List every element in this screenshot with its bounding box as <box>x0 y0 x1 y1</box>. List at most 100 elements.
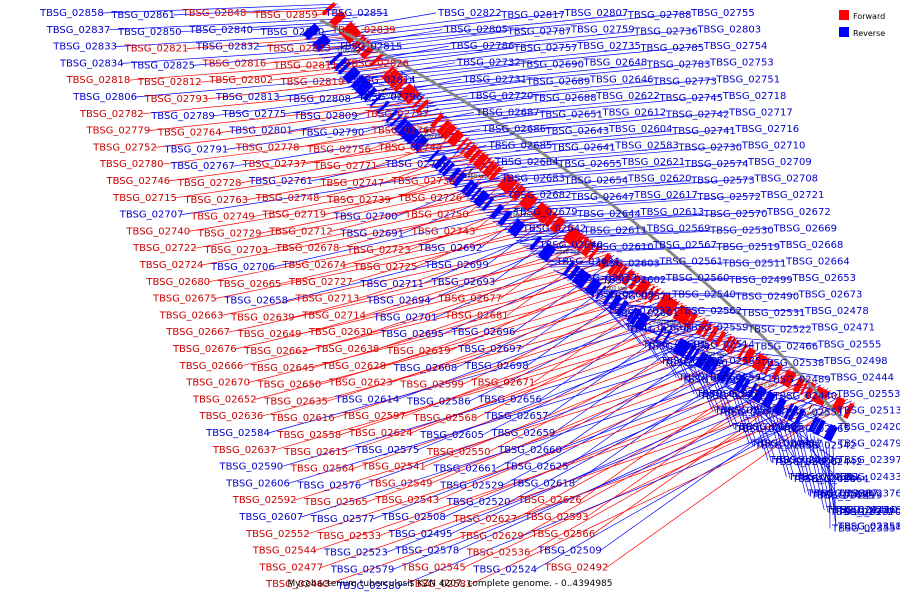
gene-label[interactable]: TBSG_02711 <box>359 279 424 290</box>
gene-label[interactable]: TBSG_02685 <box>488 141 553 152</box>
gene-label[interactable]: TBSG_02555 <box>817 339 882 350</box>
gene-label[interactable]: TBSG_02753 <box>709 58 774 69</box>
gene-label[interactable]: TBSG_02775 <box>222 109 287 120</box>
gene-label[interactable]: TBSG_02807 <box>564 8 629 19</box>
gene-label[interactable]: TBSG_02433 <box>837 472 900 483</box>
gene-label[interactable]: TBSG_02608 <box>393 363 458 374</box>
gene-label[interactable]: TBSG_02825 <box>130 60 195 71</box>
gene-label[interactable]: TBSG_02571 <box>608 292 673 303</box>
gene-label[interactable]: TBSG_02731 <box>462 74 527 85</box>
gene-label[interactable]: TBSG_02464 <box>804 474 869 485</box>
gene-label[interactable]: TBSG_02701 <box>373 312 438 323</box>
gene-label[interactable]: TBSG_02532 <box>703 372 768 383</box>
gene-label[interactable]: TBSG_02355 <box>831 523 896 534</box>
gene-label[interactable]: TBSG_02543 <box>374 495 439 506</box>
gene-label[interactable]: TBSG_02808 <box>286 94 351 105</box>
gene-label[interactable]: TBSG_02460 <box>663 358 728 369</box>
gene-label[interactable]: TBSG_02662 <box>243 346 308 357</box>
gene-label[interactable]: TBSG_02722 <box>132 243 197 254</box>
gene-label[interactable]: TBSG_02505 <box>739 422 804 433</box>
gene-label[interactable]: TBSG_02430 <box>735 424 800 435</box>
gene-label[interactable]: TBSG_02680 <box>145 277 210 288</box>
gene-label[interactable]: TBSG_02453 <box>754 441 819 452</box>
gene-label[interactable]: TBSG_02656 <box>477 394 542 405</box>
gene-label[interactable]: TBSG_02646 <box>589 74 654 85</box>
gene-label[interactable]: TBSG_02508 <box>381 512 446 523</box>
gene-label[interactable]: TBSG_02723 <box>346 245 411 256</box>
gene-label[interactable]: TBSG_02695 <box>379 329 444 340</box>
gene-label[interactable]: TBSG_02693 <box>431 277 496 288</box>
gene-label[interactable]: TBSG_02449 <box>769 455 834 466</box>
gene-label[interactable]: TBSG_02488 <box>750 439 815 450</box>
gene-label[interactable]: TBSG_02717 <box>728 107 793 118</box>
gene-label[interactable]: TBSG_02511 <box>722 258 787 269</box>
gene-label[interactable]: TBSG_02593 <box>524 512 589 523</box>
gene-label[interactable]: TBSG_02780 <box>99 159 164 170</box>
gene-label[interactable]: TBSG_02492 <box>544 562 609 573</box>
gene-label[interactable]: TBSG_02533 <box>316 531 381 542</box>
gene-label[interactable]: TBSG_02612 <box>602 107 667 118</box>
gene-label[interactable]: TBSG_02601 <box>614 308 679 319</box>
gene-label[interactable]: TBSG_02513 <box>837 406 900 417</box>
gene-label[interactable]: TBSG_02438 <box>791 474 856 485</box>
gene-label[interactable]: TBSG_02606 <box>225 478 290 489</box>
gene-label[interactable]: TBSG_02628 <box>321 361 386 372</box>
gene-label[interactable]: TBSG_02620 <box>627 174 692 185</box>
gene-label[interactable]: TBSG_02442 <box>798 457 863 468</box>
gene-label[interactable]: TBSG_02688 <box>532 93 597 104</box>
gene-label[interactable]: TBSG_02691 <box>339 228 404 239</box>
gene-label[interactable]: TBSG_02618 <box>510 478 575 489</box>
gene-label[interactable]: TBSG_02649 <box>237 329 302 340</box>
gene-label[interactable]: TBSG_02699 <box>424 260 489 271</box>
gene-label[interactable]: TBSG_02580 <box>336 581 401 592</box>
gene-label[interactable]: TBSG_02690 <box>519 60 584 71</box>
gene-label[interactable]: TBSG_02495 <box>388 529 453 540</box>
gene-label[interactable]: TBSG_02653 <box>791 273 856 284</box>
gene-label[interactable]: TBSG_02358 <box>837 521 900 532</box>
gene-label[interactable]: TBSG_02729 <box>197 228 262 239</box>
gene-label[interactable]: TBSG_02749 <box>190 212 255 223</box>
gene-label[interactable]: TBSG_02610 <box>589 242 654 253</box>
gene-label[interactable]: TBSG_02577 <box>310 514 375 525</box>
gene-label[interactable]: TBSG_02501 <box>659 356 724 367</box>
gene-label[interactable]: TBSG_02700 <box>333 212 398 223</box>
gene-label[interactable]: TBSG_02523 <box>323 548 388 559</box>
gene-label[interactable]: TBSG_02848 <box>182 8 247 19</box>
gene-label[interactable]: TBSG_02726 <box>397 193 462 204</box>
gene-label[interactable]: TBSG_02694 <box>366 296 431 307</box>
gene-label[interactable]: TBSG_02724 <box>139 260 204 271</box>
gene-label[interactable]: TBSG_02644 <box>576 209 641 220</box>
gene-label[interactable]: TBSG_02748 <box>255 193 320 204</box>
gene-label[interactable]: TBSG_02630 <box>308 327 373 338</box>
gene-label[interactable]: TBSG_02719 <box>261 210 326 221</box>
gene-label[interactable]: TBSG_02650 <box>257 380 322 391</box>
gene-label[interactable]: TBSG_02530 <box>709 225 774 236</box>
gene-label[interactable]: TBSG_02471 <box>810 323 875 334</box>
gene-label[interactable]: TBSG_02659 <box>491 428 556 439</box>
gene-label[interactable]: TBSG_02834 <box>59 58 124 69</box>
gene-label[interactable]: TBSG_02789 <box>150 111 215 122</box>
gene-label[interactable]: TBSG_02661 <box>432 464 497 475</box>
gene-label[interactable]: TBSG_02538 <box>760 358 825 369</box>
gene-label[interactable]: TBSG_02561 <box>658 256 723 267</box>
gene-label[interactable]: TBSG_02738 <box>391 176 456 187</box>
gene-label[interactable]: TBSG_02823 <box>266 44 331 55</box>
gene-label[interactable]: TBSG_02817 <box>500 10 565 21</box>
gene-label[interactable]: TBSG_02861 <box>110 10 175 21</box>
gene-label[interactable]: TBSG_02736 <box>633 27 698 38</box>
gene-label[interactable]: TBSG_02786 <box>450 41 515 52</box>
gene-label[interactable]: TBSG_02716 <box>734 124 799 135</box>
gene-label[interactable]: TBSG_02586 <box>406 396 471 407</box>
gene-label[interactable]: TBSG_02634 <box>555 256 620 267</box>
gene-label[interactable]: TBSG_02727 <box>288 277 353 288</box>
gene-label[interactable]: TBSG_02752 <box>92 142 157 153</box>
gene-label[interactable]: TBSG_02684 <box>494 157 559 168</box>
gene-label[interactable]: TBSG_02566 <box>530 529 595 540</box>
gene-label[interactable]: TBSG_02388 <box>806 488 871 499</box>
gene-label[interactable]: TBSG_02666 <box>179 361 244 372</box>
gene-label[interactable]: TBSG_02412 <box>758 439 823 450</box>
gene-label[interactable]: TBSG_02550 <box>426 447 491 458</box>
gene-label[interactable]: TBSG_02541 <box>361 462 426 473</box>
gene-label[interactable]: TBSG_02615 <box>283 447 348 458</box>
gene-label[interactable]: TBSG_02674 <box>281 260 346 271</box>
